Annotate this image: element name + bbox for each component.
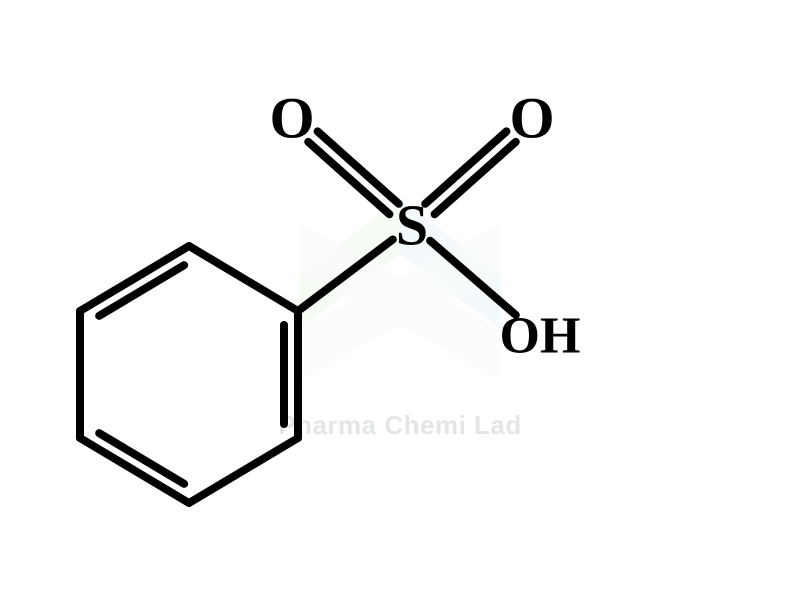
bond-layer — [0, 0, 800, 600]
atom-o1-label: O — [269, 85, 314, 152]
atom-oh-label: OH — [500, 307, 581, 366]
atom-o2-label: O — [509, 85, 554, 152]
figure-canvas: Pharma Chemi Lad O O S OH — [0, 0, 800, 600]
atom-s-label: S — [396, 192, 428, 259]
